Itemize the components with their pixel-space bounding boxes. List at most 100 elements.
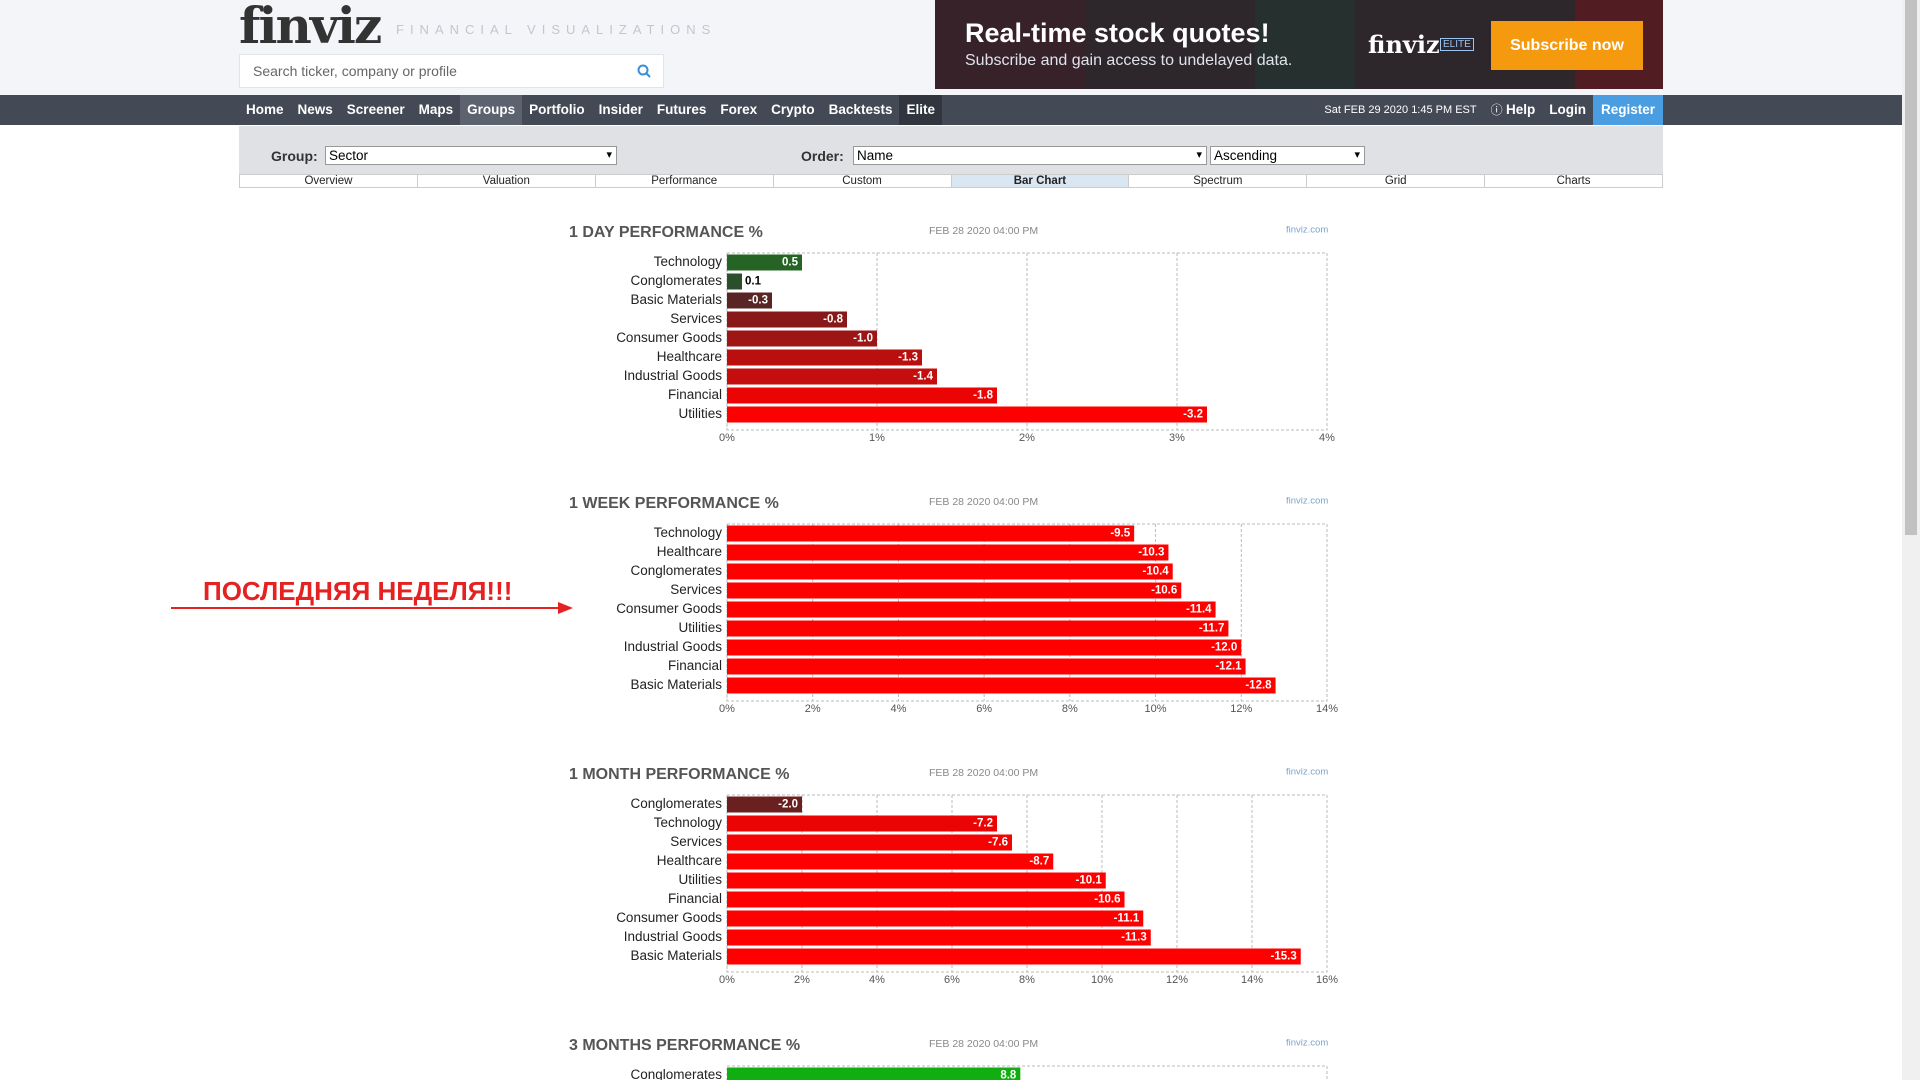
x-tick-label: 1%: [869, 432, 885, 444]
bar: [727, 891, 1125, 908]
bar: [727, 929, 1151, 946]
value-label: 0.1: [745, 276, 762, 288]
value-label: -0.3: [748, 295, 768, 307]
scrollbar[interactable]: [1902, 0, 1920, 1080]
chart-source: finviz.com: [1286, 1038, 1328, 1049]
direction-select[interactable]: Ascending: [1210, 146, 1365, 165]
nav-item[interactable]: Home: [246, 102, 284, 117]
value-label: -11.3: [1121, 932, 1147, 944]
bar: [727, 292, 772, 309]
help-link[interactable]: ⓘ Help: [1490, 102, 1536, 117]
value-label: -7.6: [988, 837, 1008, 849]
nav-item[interactable]: Portfolio: [529, 102, 585, 117]
category-label: Utilities: [678, 872, 722, 887]
category-label: Technology: [654, 815, 723, 830]
value-label: -10.3: [1138, 547, 1164, 559]
bar: [727, 815, 997, 832]
category-label: Industrial Goods: [624, 368, 723, 383]
x-tick-label: 4%: [869, 974, 885, 986]
category-label: Conglomerates: [630, 273, 722, 288]
bar: [727, 796, 802, 813]
value-label: 8.8: [1000, 1070, 1017, 1080]
tab[interactable]: Valuation: [417, 174, 596, 188]
category-label: Conglomerates: [630, 796, 722, 811]
bar: [727, 620, 1229, 637]
bar: [727, 948, 1301, 965]
chart-title: 1 WEEK PERFORMANCE %: [569, 495, 779, 512]
nav-item[interactable]: Screener: [346, 102, 405, 117]
category-label: Services: [670, 311, 722, 326]
x-tick-label: 10%: [1091, 974, 1113, 986]
x-tick-label: 14%: [1241, 974, 1263, 986]
ad-headline: Real-time stock quotes!: [965, 18, 1270, 48]
category-label: Financial: [668, 891, 722, 906]
category-label: Conglomerates: [630, 563, 722, 578]
annotation: ПОСЛЕДНЯЯ НЕДЕЛЯ!!!: [203, 576, 512, 606]
value-label: -12.8: [1245, 680, 1272, 692]
bar: [727, 1067, 1021, 1080]
category-label: Utilities: [678, 406, 722, 421]
bar: [727, 601, 1216, 618]
tab[interactable]: Overview: [239, 174, 418, 188]
tab[interactable]: Custom: [773, 174, 952, 188]
nav-item[interactable]: Groups: [460, 95, 523, 125]
value-label: -12.1: [1215, 661, 1242, 673]
value-label: -10.6: [1151, 585, 1177, 597]
group-select[interactable]: Sector: [325, 146, 617, 165]
subscribe-button[interactable]: Subscribe now: [1491, 21, 1643, 70]
bar: [727, 368, 937, 385]
category-label: Services: [670, 834, 722, 849]
nav-item[interactable]: Maps: [418, 102, 454, 117]
search-box[interactable]: Search ticker, company or profile: [239, 54, 664, 88]
nav-item[interactable]: Forex: [720, 102, 758, 117]
category-label: Utilities: [678, 620, 722, 635]
scroll-thumb[interactable]: [1905, 0, 1917, 535]
category-label: Basic Materials: [630, 677, 722, 692]
value-label: -12.0: [1211, 642, 1237, 654]
x-tick-label: 12%: [1166, 974, 1188, 986]
chart-title: 1 DAY PERFORMANCE %: [569, 224, 763, 241]
x-tick-label: 6%: [976, 703, 992, 715]
chart-source: finviz.com: [1286, 496, 1328, 507]
value-label: -3.2: [1183, 409, 1203, 421]
value-label: -7.2: [973, 818, 993, 830]
nav-item[interactable]: Insider: [598, 102, 643, 117]
bar: [727, 330, 877, 347]
logo[interactable]: finviz: [239, 0, 382, 55]
nav-item[interactable]: News: [297, 102, 333, 117]
bar: [727, 563, 1173, 580]
login-link[interactable]: Login: [1549, 102, 1586, 117]
tab[interactable]: Spectrum: [1129, 174, 1308, 188]
category-label: Basic Materials: [630, 948, 722, 963]
x-tick-label: 14%: [1316, 703, 1338, 715]
value-label: -10.6: [1094, 894, 1120, 906]
x-tick-label: 8%: [1062, 703, 1078, 715]
category-label: Healthcare: [657, 544, 722, 559]
bar: [727, 853, 1054, 870]
nav-item[interactable]: Elite: [899, 95, 942, 125]
tab[interactable]: Charts: [1485, 174, 1663, 188]
nav-item[interactable]: Futures: [656, 102, 707, 117]
bar: [727, 872, 1106, 889]
tagline: FINANCIAL VISUALIZATIONS: [396, 22, 717, 37]
ad-banner[interactable]: Real-time stock quotes! Subscribe and ga…: [935, 0, 1663, 89]
tab[interactable]: Performance: [595, 174, 774, 188]
category-label: Technology: [654, 254, 723, 269]
nav-item[interactable]: Crypto: [771, 102, 815, 117]
tab[interactable]: Bar Chart: [951, 174, 1130, 188]
x-tick-label: 3%: [1169, 432, 1185, 444]
value-label: -1.3: [898, 352, 918, 364]
search-icon[interactable]: [637, 64, 651, 78]
nav-item[interactable]: Backtests: [828, 102, 893, 117]
value-label: -1.8: [973, 390, 993, 402]
category-label: Consumer Goods: [616, 910, 722, 925]
value-label: -10.4: [1142, 566, 1169, 578]
x-tick-label: 0%: [719, 432, 735, 444]
category-label: Technology: [654, 525, 723, 540]
x-tick-label: 2%: [805, 703, 821, 715]
order-select[interactable]: Name: [853, 146, 1207, 165]
bar: [727, 834, 1012, 851]
tab[interactable]: Grid: [1307, 174, 1486, 188]
register-link[interactable]: Register: [1592, 95, 1663, 125]
